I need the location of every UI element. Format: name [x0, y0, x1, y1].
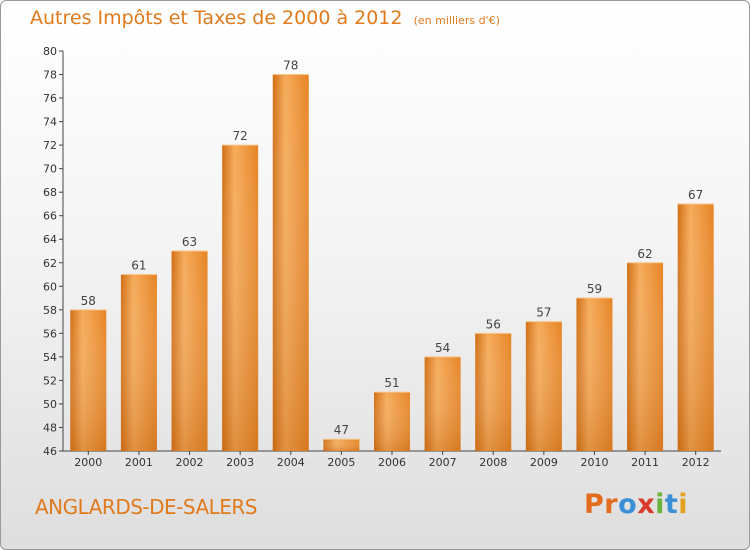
x-tick-label: 2010: [580, 456, 608, 469]
bar-value-label: 47: [334, 423, 349, 437]
x-tick-label: 2009: [530, 456, 558, 469]
x-tick-label: 2003: [226, 456, 254, 469]
y-tick-label: 62: [43, 257, 57, 270]
y-tick-label: 68: [43, 186, 57, 199]
y-tick-label: 52: [43, 374, 57, 387]
x-tick-label: 2007: [429, 456, 457, 469]
y-tick-label: 70: [43, 163, 57, 176]
logo-letter: i: [678, 489, 689, 520]
y-tick-label: 48: [43, 421, 57, 434]
logo-letter: x: [637, 489, 656, 520]
y-tick-label: 60: [43, 280, 57, 293]
logo-letter: r: [604, 489, 619, 520]
y-tick-label: 78: [43, 69, 57, 82]
x-tick-label: 2002: [176, 456, 204, 469]
bar-value-label: 61: [131, 259, 146, 273]
x-tick-label: 2000: [74, 456, 102, 469]
bar-shade: [677, 203, 714, 451]
commune-name: ANGLARDS-DE-SALERS: [35, 495, 258, 519]
bar-shade: [272, 74, 309, 451]
chart-title: Autres Impôts et Taxes de 2000 à 2012: [30, 7, 403, 29]
bar-value-label: 59: [587, 282, 602, 296]
y-tick-label: 76: [43, 92, 57, 105]
y-tick-label: 58: [43, 304, 57, 317]
y-tick-label: 74: [43, 116, 57, 129]
y-tick-label: 56: [43, 327, 57, 340]
x-tick-label: 2005: [327, 456, 355, 469]
bar-value-label: 56: [486, 317, 501, 331]
y-tick-label: 64: [43, 233, 57, 246]
x-tick-label: 2012: [682, 456, 710, 469]
x-tick-label: 2004: [277, 456, 305, 469]
x-tick-label: 2006: [378, 456, 406, 469]
bar-shade: [222, 145, 259, 451]
y-tick-label: 46: [43, 445, 57, 458]
proxiti-logo: Proxiti: [584, 489, 688, 520]
bar-shade: [576, 298, 613, 451]
bar-shade: [374, 392, 410, 451]
bar-value-label: 54: [435, 341, 450, 355]
chart-unit: (en milliers d'€): [413, 14, 500, 27]
bar-shade: [120, 274, 157, 451]
x-tick-label: 2011: [631, 456, 659, 469]
y-tick-label: 50: [43, 398, 57, 411]
y-tick-label: 72: [43, 139, 57, 152]
bar-value-label: 51: [384, 376, 399, 390]
y-tick-label: 80: [43, 45, 57, 58]
bar-shade: [171, 251, 208, 451]
title-row: Autres Impôts et Taxes de 2000 à 2012 (e…: [30, 7, 500, 29]
x-tick-label: 2001: [125, 456, 153, 469]
bar-shade: [70, 309, 107, 451]
logo-letter: i: [655, 489, 665, 520]
bar-value-label: 62: [637, 247, 652, 261]
y-tick-label: 54: [43, 351, 57, 364]
bar-value-label: 67: [688, 188, 703, 202]
logo-letter: P: [584, 489, 605, 520]
bar-value-label: 78: [283, 59, 298, 73]
logo-letter: t: [664, 489, 679, 520]
logo-letter: o: [618, 489, 638, 520]
bar-value-label: 72: [233, 129, 248, 143]
x-tick-label: 2008: [479, 456, 507, 469]
bar-shade: [323, 439, 360, 451]
bar-shade: [424, 356, 461, 451]
bars: 58 61 63 72 78 47 51 54 56 57 59 62 67: [70, 59, 714, 451]
bar-value-label: 58: [81, 294, 96, 308]
bar-shade: [525, 321, 562, 451]
bar-value-label: 63: [182, 235, 197, 249]
bar-shade: [627, 262, 664, 451]
bar-shade: [475, 333, 512, 451]
y-tick-label: 66: [43, 210, 57, 223]
bar-value-label: 57: [536, 306, 551, 320]
